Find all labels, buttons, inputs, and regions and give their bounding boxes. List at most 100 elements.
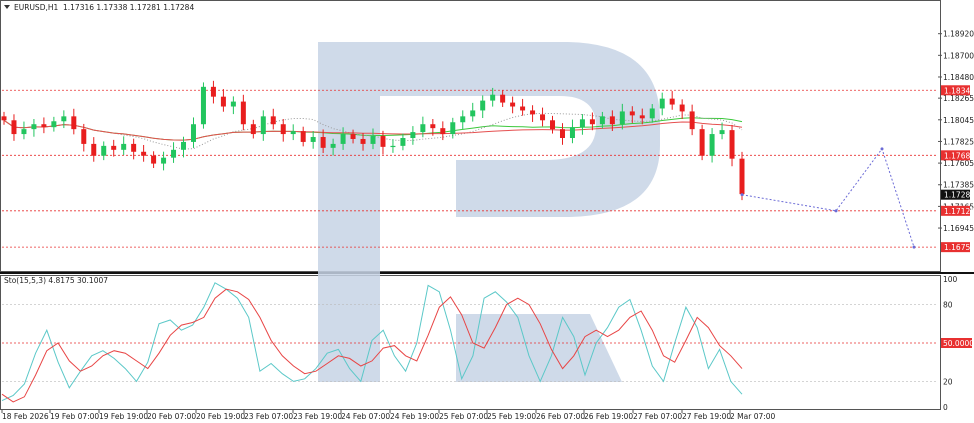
candle-body xyxy=(81,129,87,144)
candle-body xyxy=(530,110,536,115)
candle-body xyxy=(579,119,585,128)
candle-body xyxy=(659,98,665,109)
candle xyxy=(649,104,655,123)
candle xyxy=(91,137,97,162)
stochastic-levels: 100 80 50.0000 20 0 xyxy=(2,275,974,412)
candle-body xyxy=(500,94,506,103)
x-tick-label: 23 Feb 07:00 xyxy=(244,412,293,421)
candle-body xyxy=(71,116,77,130)
y-tick-label: 1.17825 xyxy=(943,137,974,146)
candle-body xyxy=(151,155,157,164)
candle-body xyxy=(619,111,625,125)
stoch-level-50-badge xyxy=(941,338,972,348)
forecast-path xyxy=(740,147,916,249)
y-tick-label: 1.18265 xyxy=(943,94,974,103)
candle xyxy=(270,108,276,130)
candle-body xyxy=(340,134,346,144)
candle-body xyxy=(31,124,37,130)
candle xyxy=(121,136,127,156)
price-level-badge-label: 1.17684 xyxy=(944,151,974,160)
candle-body xyxy=(709,134,715,156)
candle-body xyxy=(260,116,266,135)
x-tick-label: 2 Mar 07:00 xyxy=(730,412,776,421)
candle xyxy=(579,114,585,135)
candle xyxy=(340,127,346,150)
current-price-label: 1.17284 xyxy=(944,191,974,200)
candle xyxy=(559,123,565,145)
candle-body xyxy=(171,149,177,158)
candle xyxy=(200,82,206,129)
candle-body xyxy=(121,143,127,150)
x-tick-label: 23 Feb 19:00 xyxy=(293,412,342,421)
forecast-line xyxy=(741,147,915,248)
candle xyxy=(450,117,456,139)
candle-body xyxy=(61,116,67,122)
candle xyxy=(190,117,196,148)
candle-body xyxy=(131,143,137,152)
candle-body xyxy=(270,116,276,125)
candle xyxy=(380,130,386,155)
candle xyxy=(410,126,416,145)
price-level-badge-label: 1.17120 xyxy=(944,207,974,216)
candle xyxy=(131,138,137,160)
dropdown-triangle-icon[interactable] xyxy=(4,5,10,9)
candle-body xyxy=(390,145,396,148)
candle-body xyxy=(190,124,196,142)
candle xyxy=(619,103,625,130)
candle xyxy=(440,121,446,141)
candle-body xyxy=(410,132,416,138)
candle xyxy=(290,124,296,141)
candle xyxy=(320,129,326,154)
candle-body xyxy=(699,129,705,156)
x-tick-label: 20 Feb 07:00 xyxy=(147,412,196,421)
stochastic-lines xyxy=(1,282,743,403)
stoch-level-label: 100 xyxy=(943,275,958,284)
candle xyxy=(171,142,177,163)
candle xyxy=(21,121,27,140)
candle-body xyxy=(460,116,466,123)
candle-body xyxy=(200,86,206,125)
candle xyxy=(161,151,167,171)
candle xyxy=(230,96,236,115)
x-tick-label: 24 Feb 19:00 xyxy=(390,412,439,421)
candle xyxy=(729,124,735,167)
y-tick-label: 1.18700 xyxy=(943,51,974,60)
candle xyxy=(330,138,336,156)
y-tick-label: 1.18480 xyxy=(943,73,974,82)
candle xyxy=(220,89,226,112)
candle-body xyxy=(520,106,526,111)
candle-body xyxy=(450,122,456,135)
candle xyxy=(81,123,87,152)
candle xyxy=(420,116,426,138)
x-tick-label: 25 Feb 07:00 xyxy=(439,412,488,421)
x-tick-label: 19 Feb 19:00 xyxy=(99,412,148,421)
candle xyxy=(599,111,605,129)
candle xyxy=(61,110,67,129)
forecast-point xyxy=(834,209,838,213)
stoch-level-label: 0 xyxy=(943,403,948,412)
candle-body xyxy=(91,143,97,156)
x-tick-label: 26 Feb 07:00 xyxy=(536,412,585,421)
candle xyxy=(300,126,306,147)
candle xyxy=(569,119,575,144)
price-level-badge xyxy=(941,150,970,161)
candle xyxy=(639,108,645,125)
candle xyxy=(490,87,496,107)
candle-body xyxy=(490,94,496,101)
y-tick-label: 1.17385 xyxy=(943,181,974,190)
candle-body xyxy=(510,102,516,107)
candle xyxy=(500,90,506,107)
x-tick-label: 20 Feb 19:00 xyxy=(196,412,245,421)
candle-body xyxy=(320,137,326,148)
candle xyxy=(460,110,466,130)
price-axis: 1.18920 1.18700 1.18480 1.18265 1.18045 1.178… xyxy=(938,30,974,233)
candle xyxy=(11,114,17,141)
ohlc-values: 1.17316 1.17338 1.17281 1.17284 xyxy=(63,3,194,12)
candle-body xyxy=(729,130,735,159)
forecast-point xyxy=(880,147,884,151)
candle xyxy=(679,99,685,120)
candle-body xyxy=(669,98,675,105)
main-panel-frame xyxy=(0,0,941,272)
candle-body xyxy=(550,120,556,130)
